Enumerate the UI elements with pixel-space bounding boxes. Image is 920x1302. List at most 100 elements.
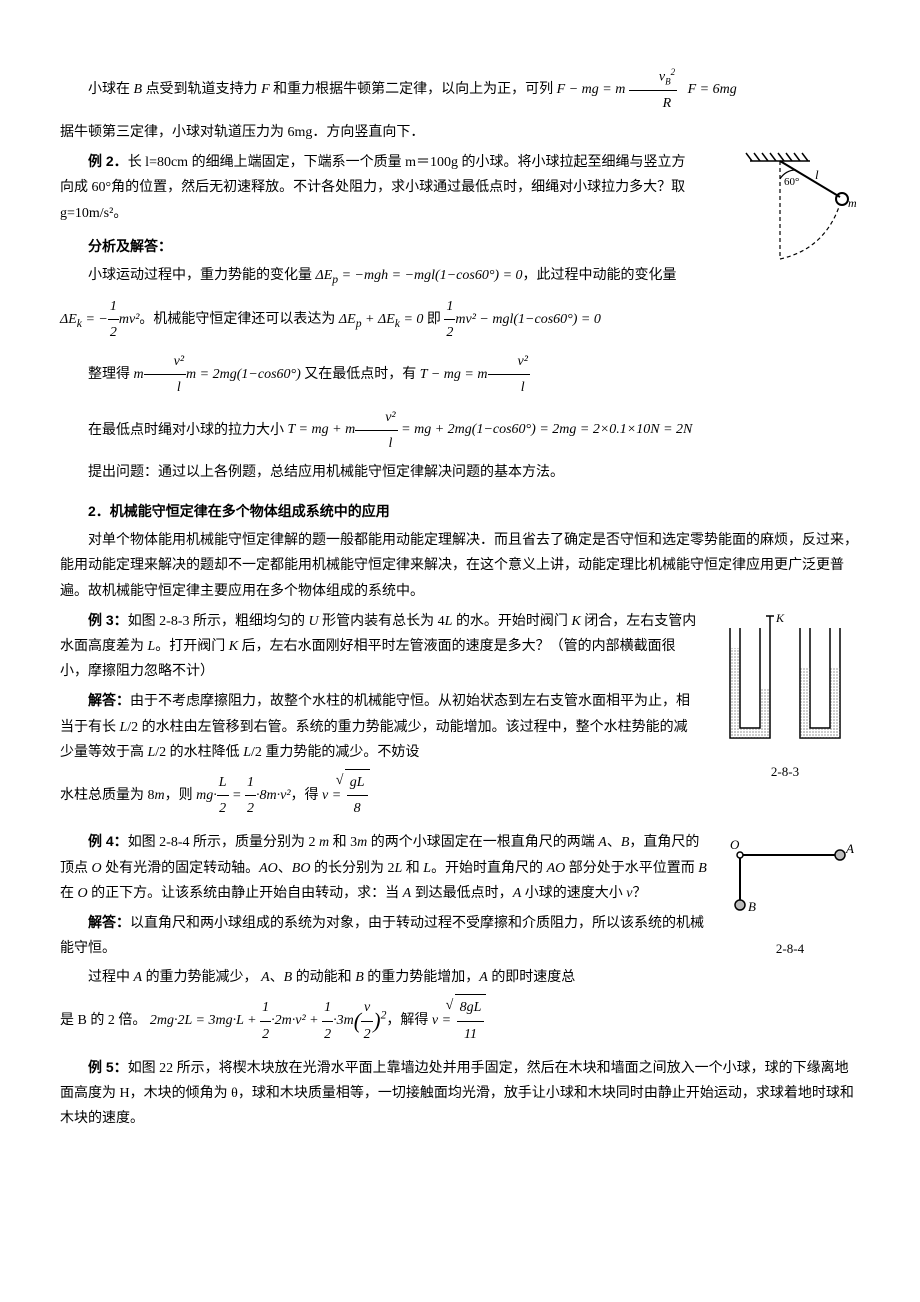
var-BO: BO (292, 861, 311, 876)
text: 如图 2-8-4 所示，质量分别为 2 (128, 835, 319, 850)
ex2-step3: 整理得 mv²lm = 2mg(1−cos60°) 又在最低点时，有 T − m… (60, 349, 860, 400)
text: 水柱总质量为 8 (60, 788, 155, 803)
var-m: m (319, 835, 329, 850)
text: ，得 (291, 788, 323, 803)
text: 。开始时直角尺的 (431, 861, 547, 876)
section-2-heading: 2．机械能守恒定律在多个物体组成系统中的应用 (60, 499, 860, 524)
text: ，此过程中动能的变化量 (523, 268, 677, 283)
var-B: B (355, 970, 364, 985)
text: 以直角尺和两小球组成的系统为对象，由于转动过程不受摩擦和介质阻力，所以该系统的机… (60, 916, 704, 956)
eq: mv²lm = 2mg(1−cos60°) (134, 367, 301, 382)
text: /2 的水柱降低 (155, 745, 243, 760)
eq-intro-1: F − mg = m vB2R (557, 82, 677, 97)
text: ，解得 (386, 1013, 432, 1028)
text: 点受到轨道支持力 (142, 82, 261, 97)
var-K: K (571, 614, 580, 629)
svg-text:l: l (815, 167, 819, 182)
utube-diagram: K (710, 608, 860, 758)
text: 。打开阀门 (155, 639, 229, 654)
text: 、 (607, 835, 621, 850)
text: ，则 (165, 788, 197, 803)
pendulum-diagram: 60° l m (710, 149, 860, 269)
var-A: A (134, 970, 143, 985)
svg-text:m: m (848, 196, 857, 210)
text: 和重力根据牛顿第二定律，以向上为正，可列 (270, 82, 557, 97)
figure-ex2: 60° l m (710, 149, 860, 269)
text: 的正下方。让该系统由静止开始自由转动，求：当 (88, 886, 403, 901)
var-A: A (598, 835, 607, 850)
ex4-label: 例 4： (88, 833, 128, 849)
var-K: K (229, 639, 238, 654)
eq: T − mg = mv²l (420, 367, 530, 382)
ex4-ans-label: 解答： (88, 914, 130, 930)
text: /2 重力势能的减少。不妨设 (251, 745, 419, 760)
eq: ΔEp + ΔEk = 0 (339, 312, 423, 327)
text: 和 (402, 861, 423, 876)
text: 、 (278, 861, 292, 876)
var-O: O (92, 861, 102, 876)
text: 整理得 (88, 367, 134, 382)
var-F: F (261, 82, 270, 97)
text: 。机械能守恒定律还可以表达为 (139, 312, 339, 327)
fig4-caption: 2-8-4 (720, 937, 860, 960)
eq-intro-2: F = 6mg (688, 82, 737, 97)
text: 的重力势能增加， (364, 970, 480, 985)
var-B: B (134, 82, 143, 97)
text: 即 (423, 312, 444, 327)
eq: mg·L2 = 12·8m·v² (196, 788, 290, 803)
text: 处有光滑的固定转动轴。 (102, 861, 260, 876)
ex5-body: 如图 22 所示，将楔木块放在光滑水平面上靠墙边处并用手固定，然后在木块和墙面之… (60, 1061, 854, 1126)
var-U: U (309, 614, 319, 629)
ex2-label: 例 2． (88, 153, 128, 169)
text: 的重力势能减少， (142, 970, 261, 985)
eq: v = √gL8 (322, 788, 369, 803)
text: 小球的速度大小 (521, 886, 626, 901)
section-2-body: 对单个物体能用机械能守恒定律解的题一般都能用动能定理解决．而且省去了确定是否守恒… (60, 528, 860, 604)
text: 和 3 (329, 835, 357, 850)
var-B: B (284, 970, 293, 985)
text: 如图 2-8-3 所示，粗细均匀的 (128, 614, 309, 629)
text: 的长分别为 2 (310, 861, 394, 876)
eq: ΔEk = −12mv² (60, 312, 139, 327)
text: 、 (270, 970, 284, 985)
text: 到达最低点时， (411, 886, 513, 901)
var-A: A (479, 970, 488, 985)
ex2-body: 长 l=80cm 的细绳上端固定，下端系一个质量 m＝100g 的小球。将小球拉… (60, 155, 685, 220)
svg-text:B: B (748, 899, 756, 914)
eq: ΔEp = −mgh = −mgl(1−cos60°) = 0 (316, 268, 523, 283)
eq: v = √8gL11 (432, 1013, 486, 1028)
svg-text:A: A (845, 841, 854, 856)
text: 小球运动过程中，重力势能的变化量 (88, 268, 316, 283)
intro-paragraph-1: 小球在 B 点受到轨道支持力 F 和重力根据牛顿第二定律，以向上为正，可列 F … (60, 64, 860, 116)
eq: T = mg + mv²l = mg + 2mg(1−cos60°) = 2mg… (288, 422, 693, 437)
text: 是 B 的 2 倍。 (60, 1013, 146, 1028)
var-B: B (698, 861, 707, 876)
var-O: O (78, 886, 88, 901)
text: 部分处于水平位置而 (565, 861, 698, 876)
var-L: L (423, 861, 431, 876)
ex5-label: 例 5： (88, 1059, 128, 1075)
svg-text:60°: 60° (784, 176, 799, 188)
eq: 2mg·2L = 3mg·L + 12·2m·v² + 12·3m(v2)2 (150, 1013, 387, 1028)
var-AO: AO (547, 861, 566, 876)
ex2-summary: 提出问题：通过以上各例题，总结应用机械能守恒定律解决问题的基本方法。 (60, 460, 860, 485)
var-A: A (403, 886, 412, 901)
text: 在最低点时绳对小球的拉力大小 (88, 422, 288, 437)
var-L: L (243, 745, 251, 760)
text: 的水。开始时阀门 (452, 614, 571, 629)
var-A: A (513, 886, 522, 901)
var-m: m (357, 835, 367, 850)
figure-2-8-3: K 2-8-3 (710, 608, 860, 783)
ex2-step4: 在最低点时绳对小球的拉力大小 T = mg + mv²l = mg + 2mg(… (60, 405, 860, 456)
text: 形管内装有总长为 4 (319, 614, 445, 629)
text: 又在最低点时，有 (301, 367, 420, 382)
text: 过程中 (88, 970, 134, 985)
text: 的两个小球固定在一根直角尺的两端 (367, 835, 598, 850)
svg-text:O: O (730, 837, 740, 852)
eq: 12mv² − mgl(1−cos60°) = 0 (444, 312, 600, 327)
var-AO: AO (259, 861, 278, 876)
intro-paragraph-2: 据牛顿第三定律，小球对轨道压力为 6mg．方向竖直向下． (60, 120, 860, 145)
text: 的动能和 (292, 970, 355, 985)
fig3-caption: 2-8-3 (710, 760, 860, 783)
text: 在 (60, 886, 78, 901)
